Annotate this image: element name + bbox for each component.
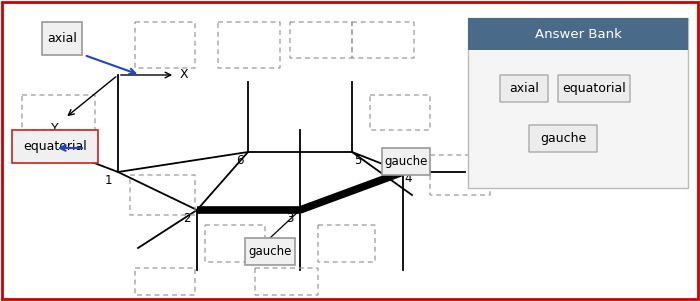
Text: Y: Y xyxy=(51,122,59,135)
Text: gauche: gauche xyxy=(384,155,428,168)
Text: 3: 3 xyxy=(286,212,294,225)
Text: equatorial: equatorial xyxy=(562,82,626,95)
Text: gauche: gauche xyxy=(248,245,292,258)
FancyBboxPatch shape xyxy=(500,75,548,102)
FancyBboxPatch shape xyxy=(529,125,597,152)
Text: 2: 2 xyxy=(183,212,190,225)
FancyBboxPatch shape xyxy=(245,238,295,265)
FancyBboxPatch shape xyxy=(558,75,630,102)
Text: X: X xyxy=(180,69,188,82)
Text: gauche: gauche xyxy=(540,132,586,145)
Text: Answer Bank: Answer Bank xyxy=(535,27,622,41)
Text: 6: 6 xyxy=(237,154,244,166)
Text: axial: axial xyxy=(47,32,77,45)
FancyBboxPatch shape xyxy=(468,18,688,50)
FancyBboxPatch shape xyxy=(42,22,82,55)
Text: axial: axial xyxy=(509,82,539,95)
FancyBboxPatch shape xyxy=(382,148,430,175)
Text: equatorial: equatorial xyxy=(23,140,87,153)
Text: 4: 4 xyxy=(405,172,412,185)
FancyBboxPatch shape xyxy=(468,18,688,188)
FancyBboxPatch shape xyxy=(12,130,98,163)
Text: 5: 5 xyxy=(354,154,362,166)
Text: 1: 1 xyxy=(104,173,112,187)
